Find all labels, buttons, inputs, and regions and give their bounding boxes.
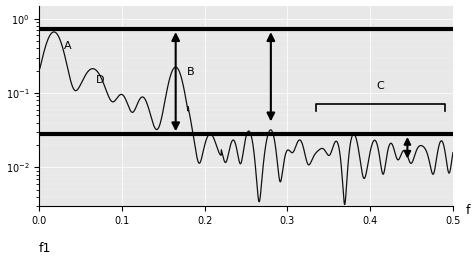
Text: f: f bbox=[465, 204, 470, 217]
Text: f1: f1 bbox=[39, 242, 52, 256]
Text: B: B bbox=[186, 67, 194, 77]
Text: D: D bbox=[95, 75, 104, 85]
Text: C: C bbox=[377, 81, 384, 91]
Text: A: A bbox=[64, 41, 72, 51]
